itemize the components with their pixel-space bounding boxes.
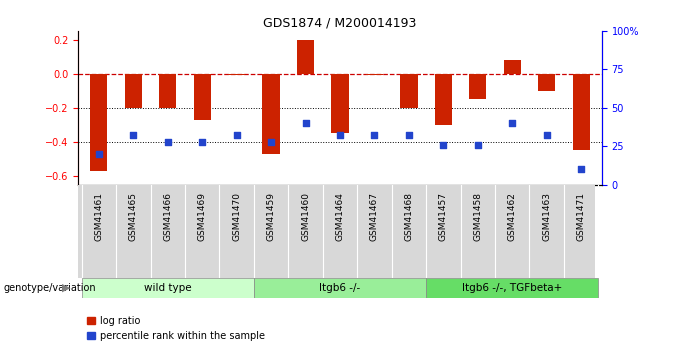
Bar	[262, 74, 279, 154]
Bar	[254, 278, 426, 298]
Point	[300, 120, 311, 126]
Text: GSM41467: GSM41467	[370, 192, 379, 241]
Bar	[401, 74, 418, 108]
Bar	[124, 74, 142, 108]
Bar	[194, 74, 211, 120]
Text: GSM41461: GSM41461	[95, 192, 103, 241]
Title: GDS1874 / M200014193: GDS1874 / M200014193	[263, 17, 417, 30]
Text: GSM41458: GSM41458	[473, 192, 482, 241]
Bar	[435, 74, 452, 125]
Bar	[469, 74, 486, 99]
Text: GSM41466: GSM41466	[163, 192, 172, 241]
Bar	[90, 74, 107, 171]
Bar	[366, 74, 383, 76]
Text: GSM41471: GSM41471	[577, 192, 585, 241]
Point	[576, 166, 587, 172]
Point	[93, 151, 104, 157]
Point	[507, 120, 517, 126]
Text: GSM41469: GSM41469	[198, 192, 207, 241]
Point	[369, 133, 380, 138]
Text: GSM41465: GSM41465	[129, 192, 138, 241]
Text: GSM41460: GSM41460	[301, 192, 310, 241]
Point	[335, 133, 345, 138]
Bar	[297, 40, 314, 74]
Text: GSM41459: GSM41459	[267, 192, 275, 241]
Bar	[159, 74, 176, 108]
Bar	[538, 74, 556, 91]
Text: GSM41464: GSM41464	[335, 192, 345, 241]
Bar	[228, 74, 245, 76]
Point	[231, 133, 242, 138]
Bar	[504, 60, 521, 74]
Text: GSM41463: GSM41463	[542, 192, 551, 241]
Point	[197, 139, 207, 144]
Point	[163, 139, 173, 144]
Text: GSM41470: GSM41470	[232, 192, 241, 241]
Point	[128, 133, 139, 138]
Point	[541, 133, 552, 138]
Bar	[426, 278, 598, 298]
Point	[438, 142, 449, 147]
Text: GSM41468: GSM41468	[405, 192, 413, 241]
Text: wild type: wild type	[144, 283, 192, 293]
Legend: log ratio, percentile rank within the sample: log ratio, percentile rank within the sa…	[83, 312, 269, 345]
Text: Itgb6 -/-, TGFbeta+: Itgb6 -/-, TGFbeta+	[462, 283, 562, 293]
Point	[266, 139, 277, 144]
Text: GSM41457: GSM41457	[439, 192, 448, 241]
Bar	[331, 74, 349, 134]
Text: ▶: ▶	[63, 283, 71, 293]
Bar	[82, 278, 254, 298]
Text: GSM41462: GSM41462	[508, 192, 517, 241]
Point	[403, 133, 414, 138]
Bar	[573, 74, 590, 150]
Text: Itgb6 -/-: Itgb6 -/-	[320, 283, 360, 293]
Point	[473, 142, 483, 147]
Text: genotype/variation: genotype/variation	[3, 283, 96, 293]
